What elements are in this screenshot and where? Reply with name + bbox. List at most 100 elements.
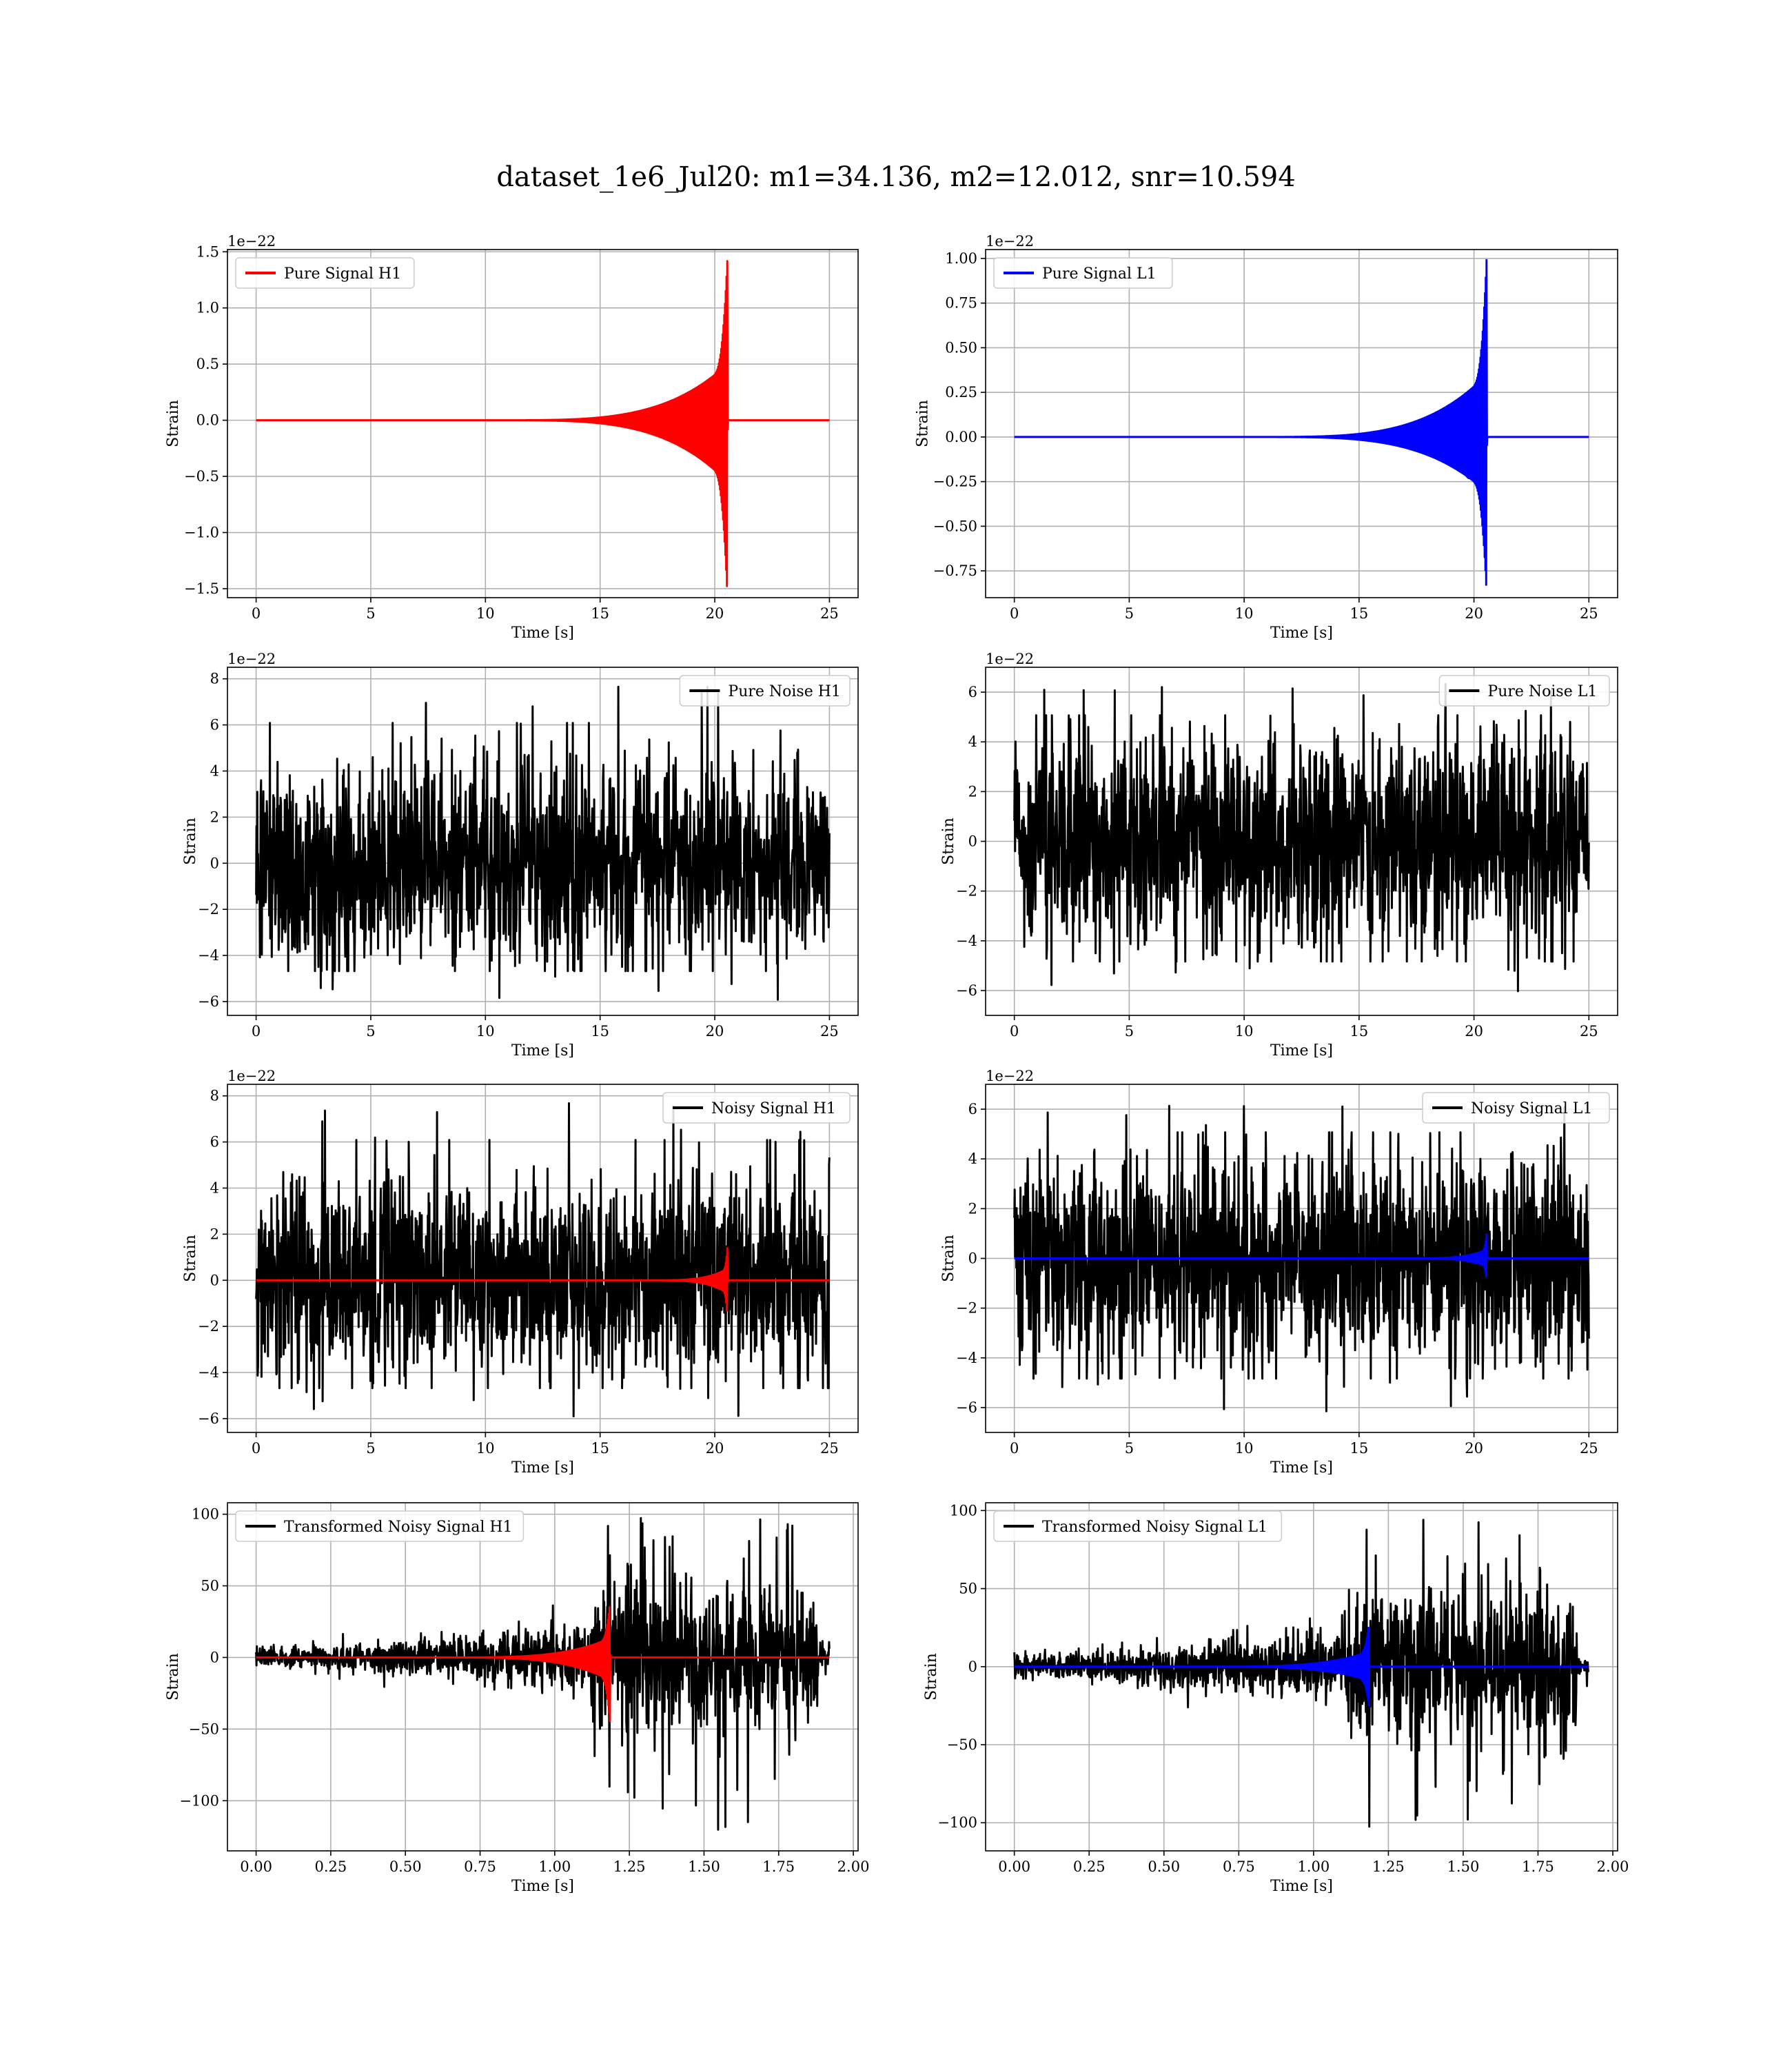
y-tick-label: 1.00 <box>945 250 977 267</box>
x-tick-label: 0.50 <box>1148 1858 1180 1875</box>
y-tick-label: 50 <box>201 1578 219 1594</box>
x-tick-label: 5 <box>1125 1440 1134 1457</box>
y-tick-label: −2 <box>956 1300 977 1317</box>
subplot-bottom-left: 0.00 0.25 0.50 0.75 1.00 1.25 1.50 1.75 2.00 −100… <box>165 1502 869 1895</box>
y-tick-label: −0.50 <box>933 518 977 534</box>
y-tick-label: 0.25 <box>945 384 977 401</box>
x-tick-label: 25 <box>1580 605 1598 622</box>
legend: Pure Signal H1 <box>235 257 415 289</box>
legend: Pure Signal L1 <box>993 257 1173 289</box>
plot-area <box>255 685 831 1001</box>
series-line-pure-signal-l1 <box>1013 258 1590 586</box>
x-axis-label: Time [s] <box>1270 1459 1333 1477</box>
legend-box <box>235 1510 525 1542</box>
y-axis-label: Strain <box>165 1653 182 1701</box>
x-tick-label: 2.00 <box>1597 1858 1629 1875</box>
legend: Noisy Signal H1 <box>662 1092 851 1124</box>
axis-offset-text: 1e−22 <box>986 233 1034 250</box>
legend-box <box>1438 675 1610 707</box>
y-tick-label: −0.5 <box>184 468 219 485</box>
axes-frame <box>227 1502 859 1852</box>
y-tick-label: −6 <box>198 993 219 1010</box>
x-tick-label: 0.75 <box>464 1858 496 1875</box>
legend-box <box>1422 1092 1610 1124</box>
x-tick-label: 5 <box>366 1023 375 1040</box>
x-tick-label: 0 <box>1010 605 1019 622</box>
y-tick-label: 6 <box>968 1101 977 1117</box>
y-tick-label: −6 <box>198 1410 219 1427</box>
x-axis-label: Time [s] <box>1270 1878 1333 1895</box>
y-tick-label: −6 <box>956 1399 977 1416</box>
plot-area <box>255 260 831 587</box>
legend-label: Transformed Noisy Signal L1 <box>1042 1519 1267 1536</box>
grid <box>986 250 1618 598</box>
x-tick-label: 20 <box>706 1023 724 1040</box>
y-tick-label: −2 <box>198 1318 219 1335</box>
x-tick-label: 10 <box>476 1023 495 1040</box>
x-tick-label: 5 <box>366 605 375 622</box>
x-tick-label: 5 <box>1125 1023 1134 1040</box>
legend-label: Pure Noise L1 <box>1487 683 1597 700</box>
series-line-overlay <box>255 1606 831 1723</box>
plot-area <box>1013 1519 1590 1828</box>
x-tick-label: 10 <box>1235 1440 1254 1457</box>
x-tick-label: 1.25 <box>613 1858 646 1875</box>
legend-box <box>662 1092 851 1124</box>
y-tick-label: 50 <box>959 1581 977 1597</box>
y-tick-label: 0 <box>210 855 219 871</box>
legend-label: Noisy Signal H1 <box>711 1100 836 1117</box>
x-tick-label: 1.00 <box>538 1858 571 1875</box>
y-tick-label: 2 <box>968 1200 977 1217</box>
series-line-pure-signal-h1 <box>255 260 831 587</box>
legend-label: Noisy Signal L1 <box>1471 1100 1592 1117</box>
x-tick-label: 0.00 <box>998 1858 1030 1875</box>
y-tick-label: 4 <box>968 1150 977 1167</box>
y-tick-label: 6 <box>210 717 219 733</box>
x-tick-label: 15 <box>1350 605 1368 622</box>
legend-label: Pure Signal L1 <box>1042 265 1157 283</box>
axis-offset-text: 1e−22 <box>986 651 1034 667</box>
legend-box <box>993 257 1173 289</box>
y-tick-label: −50 <box>947 1736 977 1753</box>
x-axis-label: Time [s] <box>1270 1042 1333 1060</box>
y-tick-label: 8 <box>210 671 219 687</box>
series-line-pure-noise-l1 <box>1013 682 1590 993</box>
subplot-top-right: 0 5 10 15 20 25 −0.75 −0.50 −0.25 0.00 0.25 0.50 0.7… <box>915 233 1618 642</box>
y-axis-label: Strain <box>182 1235 199 1282</box>
x-tick-label: 0 <box>252 1023 261 1040</box>
axes-frame <box>985 249 1618 598</box>
axes-frame <box>985 1502 1618 1852</box>
x-tick-label: 10 <box>1235 1023 1254 1040</box>
y-axis-label: Strain <box>182 818 199 865</box>
series-line-overlay <box>1013 1233 1590 1278</box>
legend: Pure Noise L1 <box>1438 675 1610 707</box>
y-tick-label: −6 <box>956 982 977 999</box>
y-axis-label: Strain <box>165 400 182 447</box>
y-tick-label: 2 <box>210 809 219 825</box>
axes-frame <box>227 667 859 1016</box>
y-axis-label: Strain <box>923 1653 940 1701</box>
y-tick-label: 0 <box>968 1659 977 1675</box>
legend-label: Transformed Noisy Signal H1 <box>284 1519 513 1536</box>
y-tick-label: 0.5 <box>196 356 219 372</box>
x-tick-label: 0.25 <box>315 1858 347 1875</box>
y-tick-label: 0 <box>210 1272 219 1288</box>
x-tick-label: 1.75 <box>1522 1858 1554 1875</box>
series-line-noisy-signal-h1 <box>255 1102 831 1418</box>
plot-area <box>1013 1104 1590 1412</box>
y-axis-label: Strain <box>940 818 957 865</box>
x-tick-label: 15 <box>591 605 609 622</box>
axis-offset-text: 1e−22 <box>986 1068 1034 1084</box>
plot-area <box>1013 258 1590 586</box>
plot-area <box>255 1517 831 1831</box>
x-axis-label: Time [s] <box>511 625 574 642</box>
x-tick-label: 10 <box>476 605 495 622</box>
y-tick-label: −2 <box>956 883 977 900</box>
y-tick-label: 0.0 <box>196 412 219 429</box>
x-tick-label: 20 <box>1465 1440 1483 1457</box>
subplot-second-left: 0 5 10 15 20 25 −6 −4 −2 0 2 4 6 8 1e−22 Time [s] Strain… <box>182 651 859 1060</box>
subplot-top-left: 0 5 10 15 20 25 −1.5 −1.0 −0.5 0.0 0.5 1.0 1.5 1e−22 T… <box>165 233 859 642</box>
x-tick-label: 25 <box>820 605 839 622</box>
legend-box <box>235 257 415 289</box>
series-line-transformed-noisy-signal-h1 <box>255 1517 831 1831</box>
